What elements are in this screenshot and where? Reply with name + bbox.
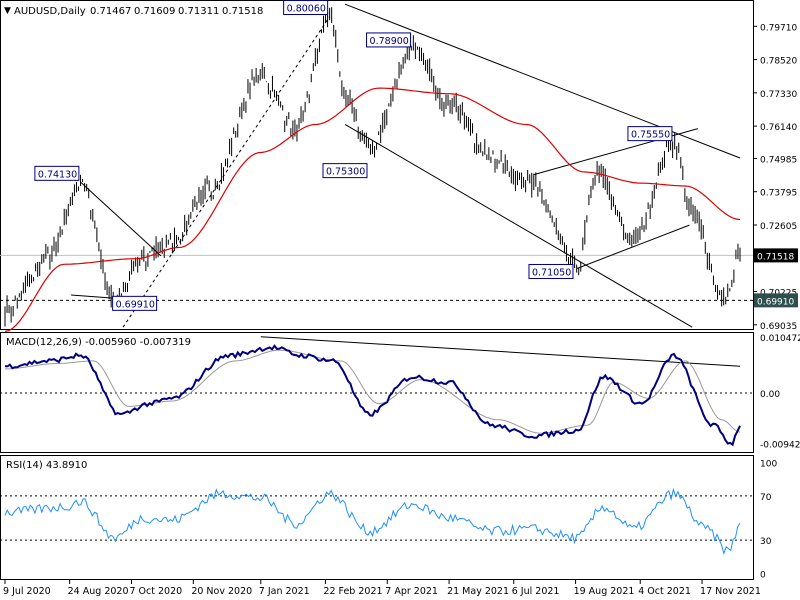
price-tick-label: 0.78520 xyxy=(760,57,797,67)
price-level-label: 0.69910 xyxy=(116,299,155,310)
rsi-title: RSI(14) 43.8910 xyxy=(6,460,87,471)
price-level-label-box xyxy=(627,126,673,142)
price-level-label: 0.71050 xyxy=(532,267,571,278)
ohlc-open: 0.71467 xyxy=(90,6,131,17)
x-tick-label: 22 Feb 2021 xyxy=(323,586,382,597)
price-tick-label: 0.77330 xyxy=(760,90,797,100)
price-level-label: 0.75550 xyxy=(631,130,670,141)
ohlc-high: 0.71609 xyxy=(134,6,175,17)
price-level-label-box xyxy=(528,263,574,279)
price-trendline[interactable] xyxy=(344,3,741,159)
macd-trendline[interactable] xyxy=(260,336,741,367)
x-tick-label: 9 Jul 2020 xyxy=(3,586,51,597)
macd-tick-label: 0.00 xyxy=(760,390,780,400)
rsi-panel xyxy=(0,455,754,580)
x-tick-label: 21 May 2021 xyxy=(447,586,509,597)
last-price-label: 0.71518 xyxy=(757,252,794,262)
x-tick-label: 7 Jan 2021 xyxy=(259,586,310,597)
price-panel xyxy=(0,0,754,330)
macd-tick-label: -0.009426 xyxy=(760,440,800,450)
price-level-label-box xyxy=(34,165,80,181)
x-tick-label: 24 Aug 2020 xyxy=(68,586,129,597)
last-price-box xyxy=(754,248,798,263)
price-tick-label: 0.76140 xyxy=(760,123,797,133)
symbol-header: AUDUSD,Daily xyxy=(14,6,86,17)
x-tick-label: 17 Nov 2021 xyxy=(700,586,761,597)
x-tick-label: 4 Oct 2021 xyxy=(638,586,691,597)
x-tick-label: 7 Apr 2021 xyxy=(385,586,438,597)
macd-signal-line xyxy=(5,349,741,434)
price-level-label-box xyxy=(366,32,412,48)
macd-line xyxy=(4,344,741,447)
price-trendline[interactable] xyxy=(576,224,690,269)
price-tick-label: 0.73795 xyxy=(760,189,797,199)
price-tick-label: 0.69035 xyxy=(760,322,797,332)
ohlc-close: 0.71518 xyxy=(222,6,263,17)
price-level-label-box xyxy=(112,295,158,311)
rsi-tick-label: 30 xyxy=(760,537,772,547)
price-level-label-box xyxy=(322,163,368,179)
price-level-label: 0.74130 xyxy=(38,169,77,180)
price-level-label: 0.78900 xyxy=(370,36,409,47)
price-trendline[interactable] xyxy=(344,124,693,328)
macd-title: MACD(12,26,9) -0.005960 -0.007319 xyxy=(6,337,191,348)
x-tick-label: 19 Aug 2021 xyxy=(574,586,635,597)
x-tick-label: 7 Oct 2020 xyxy=(129,586,182,597)
price-level-label: 0.80060 xyxy=(287,4,326,15)
x-tick-label: 6 Jul 2021 xyxy=(512,586,560,597)
moving-average-line xyxy=(4,87,741,332)
macd-tick-label: 0.010472 xyxy=(760,334,800,344)
rsi-tick-label: 100 xyxy=(760,460,777,470)
price-level-label-box xyxy=(283,0,329,15)
support-box xyxy=(754,293,798,308)
rsi-tick-label: 70 xyxy=(760,493,772,503)
support-label: 0.69910 xyxy=(757,297,794,307)
price-trendline[interactable] xyxy=(80,181,162,257)
price-tick-label: 0.72605 xyxy=(760,222,797,232)
rsi-tick-label: 0 xyxy=(760,570,766,580)
ohlc-low: 0.71311 xyxy=(178,6,219,17)
x-tick-label: 20 Nov 2020 xyxy=(191,586,252,597)
price-level-label: 0.75300 xyxy=(326,167,365,178)
price-trendline[interactable] xyxy=(122,16,331,328)
collapse-triangle-icon[interactable]: ▼ xyxy=(4,6,11,16)
rsi-line xyxy=(4,487,741,555)
price-tick-label: 0.74985 xyxy=(760,155,797,165)
price-tick-label: 0.79710 xyxy=(760,23,797,33)
